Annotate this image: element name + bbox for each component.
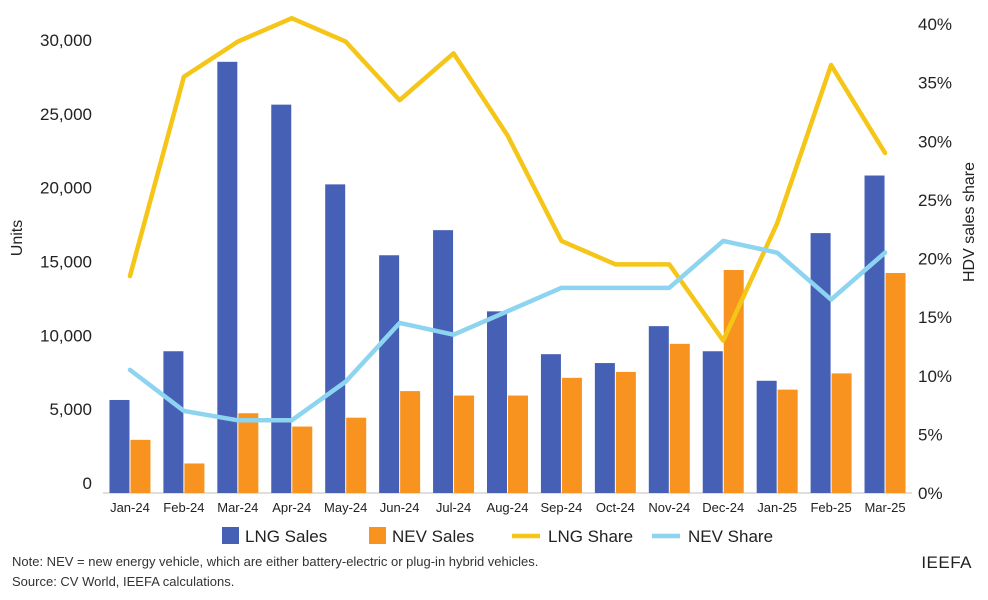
x-tick-label: May-24 bbox=[324, 500, 367, 515]
y-tick-label-left: 20,000 bbox=[40, 179, 92, 198]
bar-nev-sales bbox=[508, 395, 528, 493]
bar-nev-sales bbox=[454, 395, 475, 493]
legend-label: LNG Share bbox=[548, 527, 633, 546]
line-series bbox=[127, 15, 888, 423]
legend-label: NEV Sales bbox=[392, 527, 474, 546]
y-tick-label-left: 5,000 bbox=[49, 400, 92, 419]
bar-nev-sales bbox=[561, 377, 582, 493]
bar-nev-sales bbox=[238, 413, 259, 493]
bar-lng-sales bbox=[487, 311, 507, 493]
bar-lng-sales bbox=[271, 104, 292, 494]
x-tick-label: Feb-24 bbox=[163, 500, 204, 515]
y-tick-label-right: 20% bbox=[918, 250, 952, 269]
footnote: Note: NEV = new energy vehicle, which ar… bbox=[12, 554, 539, 569]
right-axis-ticks: 0% 5% 10% 15% 20% 25% 30% 35% 40% bbox=[918, 15, 952, 503]
x-tick-label: Jan-24 bbox=[110, 500, 150, 515]
legend: LNG Sales NEV Sales LNG Share NEV Share bbox=[222, 527, 773, 546]
bar-lng-sales bbox=[702, 351, 723, 493]
bar-nev-sales bbox=[777, 389, 798, 493]
bar-lng-sales bbox=[163, 351, 184, 493]
y-tick-label-left: 15,000 bbox=[40, 253, 92, 272]
y-axis-label-left: Units bbox=[9, 220, 26, 256]
bar-nev-sales bbox=[885, 272, 906, 493]
y-tick-label-right: 10% bbox=[918, 367, 952, 386]
x-tick-label: Aug-24 bbox=[487, 500, 529, 515]
x-tick-label: Apr-24 bbox=[272, 500, 311, 515]
x-tick-label: Jan-25 bbox=[757, 500, 797, 515]
x-tick-label: Mar-25 bbox=[864, 500, 905, 515]
y-tick-label-right: 0% bbox=[918, 484, 943, 503]
y-tick-label-right: 25% bbox=[918, 191, 952, 210]
source-note: Source: CV World, IEEFA calculations. bbox=[12, 574, 235, 589]
x-tick-label: Sep-24 bbox=[540, 500, 582, 515]
bar-lng-sales bbox=[594, 363, 615, 493]
y-axis-label-right: HDV sales share bbox=[961, 162, 978, 282]
y-tick-label-right: 35% bbox=[918, 74, 952, 93]
bar-nev-sales bbox=[669, 343, 690, 493]
x-tick-label: Jul-24 bbox=[436, 500, 471, 515]
bar-nev-sales bbox=[400, 391, 421, 493]
x-tick-label: Feb-25 bbox=[810, 500, 851, 515]
bar-lng-sales bbox=[109, 399, 130, 493]
bar-nev-sales bbox=[184, 463, 205, 493]
bar-nev-sales bbox=[346, 417, 367, 493]
brand-logo-text: IEEFA bbox=[921, 553, 972, 572]
x-axis-ticks: Jan-24 Feb-24 Mar-24 Apr-24 May-24 Jun-24 Jul-… bbox=[110, 500, 906, 515]
legend-label: LNG Sales bbox=[245, 527, 327, 546]
y-tick-label-right: 40% bbox=[918, 15, 952, 34]
y-tick-label-left: 10,000 bbox=[40, 326, 92, 345]
y-tick-label-right: 5% bbox=[918, 425, 943, 444]
bar-lng-sales bbox=[379, 255, 400, 493]
bar-nev-sales bbox=[130, 439, 151, 493]
line-lng-share bbox=[127, 15, 888, 343]
bar-series bbox=[109, 61, 906, 494]
x-tick-label: Nov-24 bbox=[648, 500, 690, 515]
bar-lng-sales bbox=[325, 184, 346, 494]
legend-label: NEV Share bbox=[688, 527, 773, 546]
left-axis-ticks: 0 5,000 10,000 15,000 20,000 25,000 30,000 bbox=[40, 31, 92, 493]
bar-nev-sales bbox=[292, 426, 313, 493]
y-tick-label-left: 25,000 bbox=[40, 105, 92, 124]
y-tick-label-right: 15% bbox=[918, 308, 952, 327]
x-tick-label: Mar-24 bbox=[217, 500, 258, 515]
bar-lng-sales bbox=[433, 230, 454, 494]
x-tick-label: Oct-24 bbox=[596, 500, 635, 515]
bar-lng-sales bbox=[810, 233, 831, 493]
bar-nev-sales bbox=[615, 371, 636, 493]
bar-lng-sales bbox=[217, 61, 238, 494]
legend-swatch-nev-sales bbox=[369, 527, 386, 544]
y-tick-label-right: 30% bbox=[918, 132, 952, 151]
x-tick-label: Dec-24 bbox=[702, 500, 744, 515]
x-tick-label: Jun-24 bbox=[380, 500, 420, 515]
y-tick-label-left: 30,000 bbox=[40, 31, 92, 50]
y-tick-label-left: 0 bbox=[83, 474, 92, 493]
bar-lng-sales bbox=[864, 175, 885, 493]
bar-nev-sales bbox=[831, 373, 852, 493]
bar-lng-sales bbox=[648, 326, 669, 493]
bar-lng-sales bbox=[540, 354, 561, 493]
legend-swatch-lng-sales bbox=[222, 527, 239, 544]
bar-lng-sales bbox=[756, 380, 777, 493]
line-nev-share bbox=[127, 238, 888, 423]
